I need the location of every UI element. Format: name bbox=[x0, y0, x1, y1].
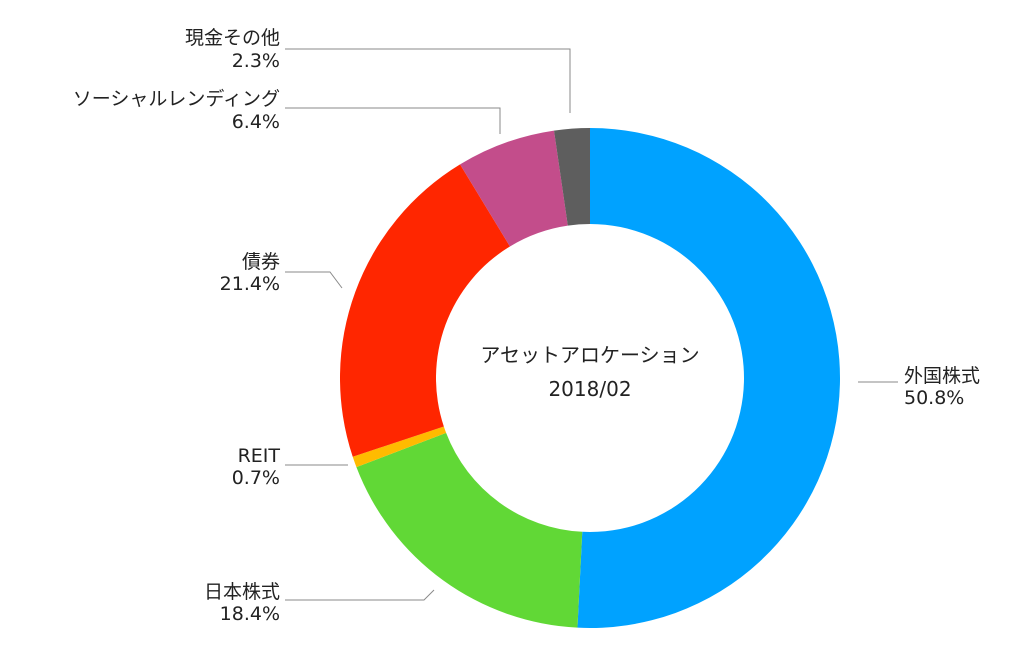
slice-3 bbox=[340, 164, 510, 457]
slice-4 bbox=[460, 130, 568, 247]
slice-5 bbox=[553, 128, 590, 226]
category-label-2: REIT bbox=[238, 445, 281, 467]
slices-group bbox=[340, 128, 840, 628]
value-label-1: 18.4% bbox=[220, 603, 280, 625]
value-label-4: 6.4% bbox=[232, 111, 280, 133]
value-label-0: 50.8% bbox=[904, 387, 964, 409]
value-label-3: 21.4% bbox=[220, 273, 280, 295]
value-label-2: 0.7% bbox=[232, 467, 280, 489]
leader-lines-group bbox=[285, 48, 898, 601]
slice-0 bbox=[577, 128, 840, 628]
value-label-5: 2.3% bbox=[232, 50, 280, 72]
category-label-5: 現金その他 bbox=[185, 27, 280, 49]
leader-line-5 bbox=[285, 48, 571, 113]
leader-line-4 bbox=[285, 107, 501, 134]
slice-1 bbox=[356, 432, 583, 628]
category-label-3: 債券 bbox=[242, 251, 280, 273]
chart-subtitle: 2018/02 bbox=[548, 377, 631, 401]
category-label-1: 日本株式 bbox=[204, 581, 280, 603]
category-label-4: ソーシャルレンディング bbox=[73, 88, 280, 110]
category-label-0: 外国株式 bbox=[904, 365, 980, 387]
leader-line-1 bbox=[285, 589, 435, 601]
chart-title: アセットアロケーション bbox=[480, 343, 699, 367]
slice-2 bbox=[352, 426, 447, 468]
leader-line-3 bbox=[285, 271, 343, 289]
